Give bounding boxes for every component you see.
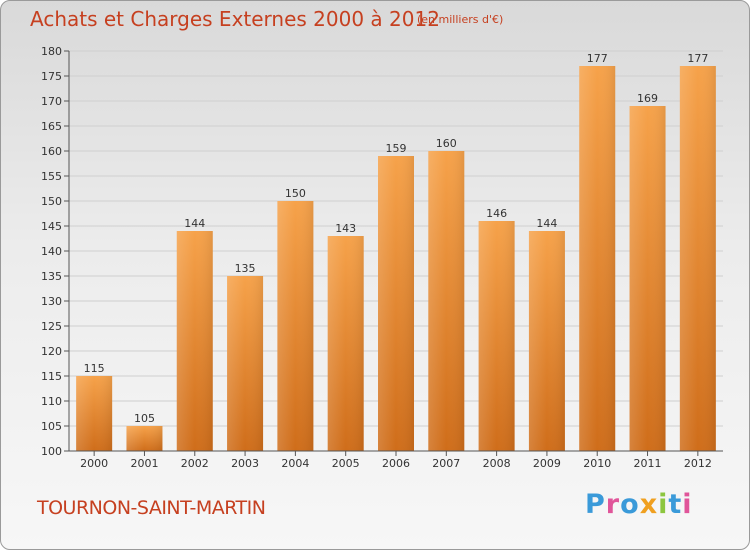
y-tick-label: 145	[41, 220, 62, 233]
y-tick-label: 105	[41, 420, 62, 433]
data-label: 115	[84, 362, 105, 375]
bar-shading	[76, 376, 113, 451]
y-tick-label: 170	[41, 95, 62, 108]
bar-shading	[126, 426, 163, 451]
y-tick-label: 150	[41, 195, 62, 208]
y-tick-label: 165	[41, 120, 62, 133]
commune-name: TOURNON-SAINT-MARTIN	[37, 497, 266, 519]
x-tick-label: 2006	[382, 457, 410, 470]
y-tick-label: 155	[41, 170, 62, 183]
x-tick-label: 2010	[583, 457, 611, 470]
bars: 115 105 144 135 150 143 159 160 146 144 177 169 177	[76, 52, 716, 451]
x-tick-label: 2001	[130, 457, 158, 470]
logo-letter: P	[585, 489, 606, 520]
y-tick-label: 140	[41, 245, 62, 258]
logo-letter: r	[605, 489, 621, 520]
data-label: 160	[436, 137, 457, 150]
logo-letter: i	[682, 489, 693, 520]
x-tick-label: 2003	[231, 457, 259, 470]
data-label: 135	[235, 262, 256, 275]
data-label: 169	[637, 92, 658, 105]
y-tick-label: 120	[41, 345, 62, 358]
chart-title: Achats et Charges Externes 2000 à 2012	[30, 7, 440, 31]
data-label: 146	[486, 207, 507, 220]
bar-shading	[629, 106, 666, 451]
bar-shading	[378, 156, 414, 451]
bar-shading	[277, 201, 314, 451]
y-tick-label: 160	[41, 145, 62, 158]
proxiti-logo[interactable]: Proxiti	[585, 489, 693, 520]
bar-shading	[478, 221, 515, 451]
data-label: 177	[587, 52, 608, 65]
y-tick-label: 135	[41, 270, 62, 283]
x-tick-label: 2009	[533, 457, 561, 470]
bar-shading	[327, 236, 364, 451]
y-tick-label: 100	[41, 445, 62, 458]
data-label: 105	[134, 412, 155, 425]
x-tick-label: 2008	[483, 457, 511, 470]
logo-letter: x	[639, 489, 659, 520]
data-label: 150	[285, 187, 306, 200]
bar-shading	[528, 231, 565, 451]
y-tick-label: 125	[41, 320, 62, 333]
x-tick-label: 2005	[332, 457, 360, 470]
x-tick-label: 2011	[634, 457, 662, 470]
data-label: 144	[184, 217, 205, 230]
x-tick-label: 2007	[432, 457, 460, 470]
x-tick-label: 2000	[80, 457, 108, 470]
bar-shading	[227, 276, 264, 451]
data-label: 144	[536, 217, 557, 230]
x-tick-label: 2002	[181, 457, 209, 470]
x-tick-label: 2004	[281, 457, 309, 470]
bar-shading	[176, 231, 213, 451]
bar-shading	[579, 66, 616, 451]
y-tick-label: 175	[41, 70, 62, 83]
y-tick-label: 110	[41, 395, 62, 408]
y-axis: 100 105 110 115 120 125 130 135 140 145 150 155 160 1…	[41, 45, 70, 458]
data-label: 159	[386, 142, 407, 155]
y-tick-label: 130	[41, 295, 62, 308]
x-axis: 2000 2001 2002 2003 2004 2005 2006 2007 2008 2009…	[69, 450, 723, 470]
logo-letter: i	[658, 489, 669, 520]
logo-letter: o	[620, 489, 640, 520]
data-label: 177	[687, 52, 708, 65]
y-tick-label: 115	[41, 370, 62, 383]
bar-shading	[428, 151, 465, 451]
x-tick-label: 2012	[684, 457, 712, 470]
logo-letter: t	[668, 489, 683, 520]
chart-subtitle: (en milliers d'€)	[417, 13, 504, 26]
y-tick-label: 180	[41, 45, 62, 58]
data-label: 143	[335, 222, 356, 235]
bar-shading	[679, 66, 716, 451]
